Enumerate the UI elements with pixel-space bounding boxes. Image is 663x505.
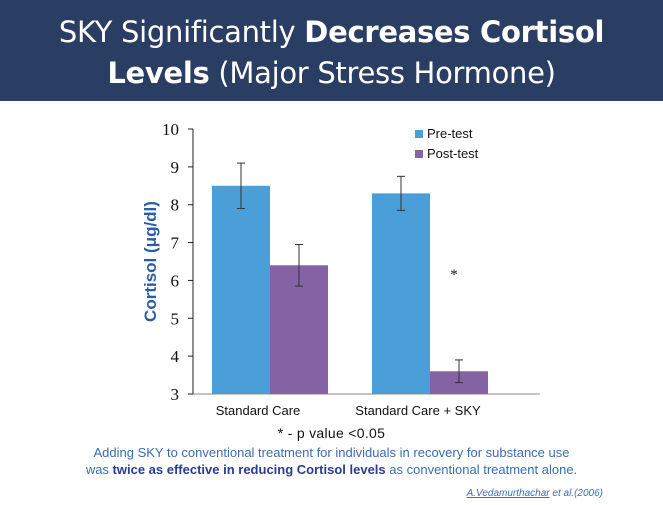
finding-prefix: was <box>85 462 113 477</box>
cortisol-bar-chart: 3 4 5 6 7 8 9 10 Cortisol (μg/dl) Standard Care St… <box>141 120 540 418</box>
finding-bold: twice as effective in reducing Cortisol … <box>112 462 386 477</box>
legend-label: Pre-test <box>427 126 473 141</box>
finding-suffix: as conventional treatment alone. <box>385 462 578 477</box>
title-bold-part-2: Levels <box>107 56 210 90</box>
y-axis-label: Cortisol (μg/dl) <box>141 201 160 322</box>
title-bold-part: Decreases Cortisol <box>304 15 605 49</box>
x-category-label: Standard Care + SKY <box>355 403 481 418</box>
y-tick-label: 7 <box>171 234 180 253</box>
y-tick-label: 9 <box>171 158 180 177</box>
title-line-1: SKY Significantly Decreases Cortisol <box>0 12 663 52</box>
y-tick-label: 3 <box>171 385 180 404</box>
legend-label: Post-test <box>427 146 479 161</box>
title-light-part: SKY Significantly <box>58 15 305 49</box>
bar-post-test <box>270 265 328 394</box>
y-tick-label: 4 <box>171 347 180 366</box>
legend-swatch <box>415 130 423 138</box>
y-tick-label: 5 <box>171 309 180 328</box>
y-tick-label: 8 <box>171 196 180 215</box>
finding-text: Adding SKY to conventional treatment for… <box>0 444 663 478</box>
legend-swatch <box>415 150 423 158</box>
bar-pre-test <box>372 193 430 394</box>
bar-pre-test <box>212 185 270 394</box>
title-line-2: Levels (Major Stress Hormone) <box>0 53 663 93</box>
y-tick-label: 6 <box>171 271 180 290</box>
finding-line-1: Adding SKY to conventional treatment for… <box>93 445 570 460</box>
title-light-part-2: (Major Stress Hormone) <box>209 56 556 90</box>
y-tick-label: 10 <box>162 120 179 139</box>
citation-rest: et al.(2006) <box>549 488 603 499</box>
x-category-label: Standard Care <box>216 403 301 418</box>
citation: A.Vedamurthachar et al.(2006) <box>467 488 603 499</box>
p-value-footnote: * - p value <0.05 <box>277 425 386 441</box>
title-banner: SKY Significantly Decreases Cortisol Lev… <box>0 0 663 101</box>
significance-marker: * <box>450 267 458 283</box>
citation-author: A.Vedamurthachar <box>466 488 550 499</box>
